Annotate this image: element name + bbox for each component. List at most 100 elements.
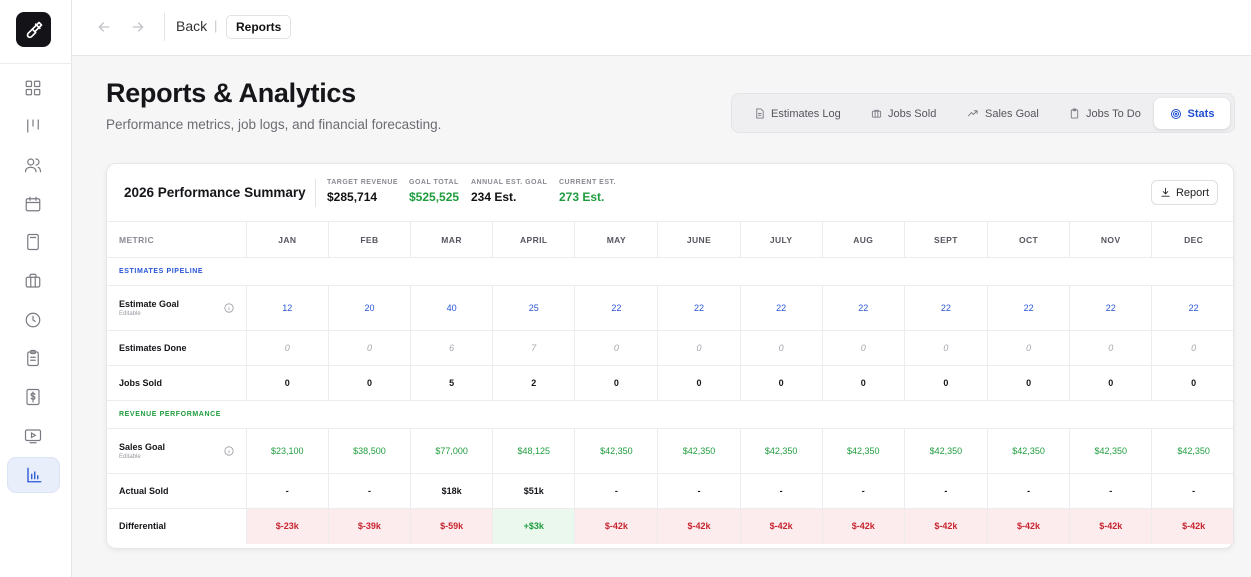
table-cell: $-59k — [410, 508, 493, 544]
column-header: OCT — [986, 221, 1070, 258]
table-cell[interactable]: 22 — [657, 285, 741, 331]
page-subtitle: Performance metrics, job logs, and finan… — [106, 117, 442, 132]
table-cell: 0 — [327, 330, 411, 366]
column-header: APRIL — [492, 221, 575, 258]
table-cell: $18k — [410, 473, 493, 509]
tab-jobs-sold[interactable]: Jobs Sold — [863, 98, 944, 129]
sidebar-divider — [0, 63, 72, 64]
column-header: SEPT — [903, 221, 988, 258]
table-cell[interactable]: $42,350 — [574, 428, 658, 474]
table-cell[interactable]: $23,100 — [245, 428, 329, 474]
target-icon — [1170, 108, 1181, 119]
row-label-text: Sales Goal — [119, 442, 166, 452]
row-label-estimates-done: Estimates Done — [107, 330, 247, 366]
table-cell[interactable]: $48,125 — [492, 428, 575, 474]
table-cell[interactable]: $42,350 — [821, 428, 905, 474]
table-cell: 5 — [410, 365, 493, 401]
row-label-text: Differential — [119, 521, 167, 532]
table-cell[interactable]: 22 — [821, 285, 905, 331]
table-cell[interactable]: 22 — [739, 285, 823, 331]
column-header: MAY — [574, 221, 658, 258]
sidebar-item-calculator[interactable] — [21, 230, 45, 254]
arrow-left-icon — [98, 22, 110, 32]
column-header: AUG — [821, 221, 905, 258]
table-cell[interactable]: 22 — [986, 285, 1070, 331]
section-row-revenue: REVENUE PERFORMANCE — [107, 400, 1233, 429]
nav-forward-arrow[interactable] — [128, 17, 148, 37]
table-cell: - — [245, 473, 329, 509]
sidebar-item-time[interactable] — [21, 308, 45, 332]
table-cell: $-42k — [739, 508, 823, 544]
table-cell: $-42k — [986, 508, 1070, 544]
sidebar-item-reports[interactable] — [7, 457, 60, 493]
table-cell[interactable]: 25 — [492, 285, 575, 331]
sidebar-item-dashboard[interactable] — [21, 76, 45, 100]
play-screen-icon — [24, 429, 42, 444]
column-header: JAN — [245, 221, 329, 258]
info-icon[interactable] — [224, 303, 234, 313]
table-cell: 0 — [245, 365, 329, 401]
table-cell[interactable]: 22 — [903, 285, 988, 331]
table-cell[interactable]: 40 — [410, 285, 493, 331]
stat-value: $525,525 — [409, 190, 460, 204]
sidebar-item-invoices[interactable] — [21, 385, 45, 409]
table-cell: - — [1069, 473, 1152, 509]
sidebar-item-users[interactable] — [21, 153, 45, 177]
back-link[interactable]: Back — [176, 18, 208, 34]
table-cell: 0 — [574, 330, 658, 366]
report-download-button[interactable]: Report — [1151, 180, 1218, 205]
stat-label: ANNUAL EST. GOAL — [471, 179, 548, 186]
sidebar-item-calendar[interactable] — [21, 192, 45, 216]
sidebar-item-jobs[interactable] — [21, 269, 45, 293]
table-cell: 6 — [410, 330, 493, 366]
stat-value: 273 Est. — [559, 190, 605, 204]
row-label-actual-sold: Actual Sold — [107, 473, 247, 509]
table-cell: 0 — [245, 330, 329, 366]
table-row: Estimate Goal Editable 12 20 40 25 22 22 22 22 22 2… — [107, 285, 1233, 331]
table-cell[interactable]: $42,350 — [739, 428, 823, 474]
clipboard-icon — [27, 349, 39, 367]
info-icon[interactable] — [224, 446, 234, 456]
table-cell: 0 — [821, 365, 905, 401]
table-row: Jobs Sold 0 0 5 2 0 0 0 0 0 0 0 0 — [107, 365, 1233, 401]
table-cell[interactable]: $42,350 — [986, 428, 1070, 474]
tab-jobs-to-do[interactable]: Jobs To Do — [1061, 98, 1149, 129]
sidebar-item-tasks[interactable] — [21, 346, 45, 370]
table-cell[interactable]: 22 — [1069, 285, 1152, 331]
table-row: Differential $-23k $-39k $-59k +$3k $-42k $-42… — [107, 508, 1233, 544]
table-cell[interactable]: 22 — [574, 285, 658, 331]
row-label-text: Jobs Sold — [119, 378, 163, 388]
table-cell[interactable]: $42,350 — [657, 428, 741, 474]
table-cell[interactable]: $77,000 — [410, 428, 493, 474]
summary-title: 2026 Performance Summary — [124, 185, 306, 200]
sidebar-item-board[interactable] — [21, 114, 45, 138]
table-cell[interactable]: $42,350 — [1151, 428, 1233, 474]
top-bar: Back | Reports — [72, 0, 1251, 56]
row-sublabel: Editable — [119, 311, 141, 317]
table-cell: $-39k — [327, 508, 411, 544]
sidebar-item-videos[interactable] — [21, 424, 45, 448]
clock-icon — [25, 312, 41, 328]
column-header: FEB — [327, 221, 411, 258]
table-cell[interactable]: $38,500 — [327, 428, 411, 474]
tab-stats[interactable]: Stats — [1154, 98, 1230, 129]
table-cell[interactable]: $42,350 — [903, 428, 988, 474]
briefcase-icon — [25, 273, 41, 288]
tab-sales-goal[interactable]: Sales Goal — [959, 98, 1047, 129]
table-cell[interactable]: 12 — [245, 285, 329, 331]
app-logo[interactable] — [16, 12, 51, 47]
nav-back-arrow[interactable] — [94, 17, 114, 37]
row-label-sales-goal: Sales Goal Editable — [107, 428, 247, 474]
table-cell: - — [657, 473, 741, 509]
table-cell: 0 — [903, 330, 988, 366]
tab-estimates-log[interactable]: Estimates Log — [746, 98, 849, 129]
table-cell[interactable]: 20 — [327, 285, 411, 331]
table-cell[interactable]: $42,350 — [1069, 428, 1152, 474]
calculator-icon — [27, 233, 39, 251]
stat-goal-total: GOAL TOTAL $525,525 — [409, 179, 459, 204]
arrow-right-icon — [132, 22, 144, 32]
table-cell[interactable]: 22 — [1151, 285, 1233, 331]
table-cell: 0 — [1151, 330, 1233, 366]
stat-label: GOAL TOTAL — [409, 179, 459, 186]
column-header-metric: METRIC — [107, 221, 247, 258]
